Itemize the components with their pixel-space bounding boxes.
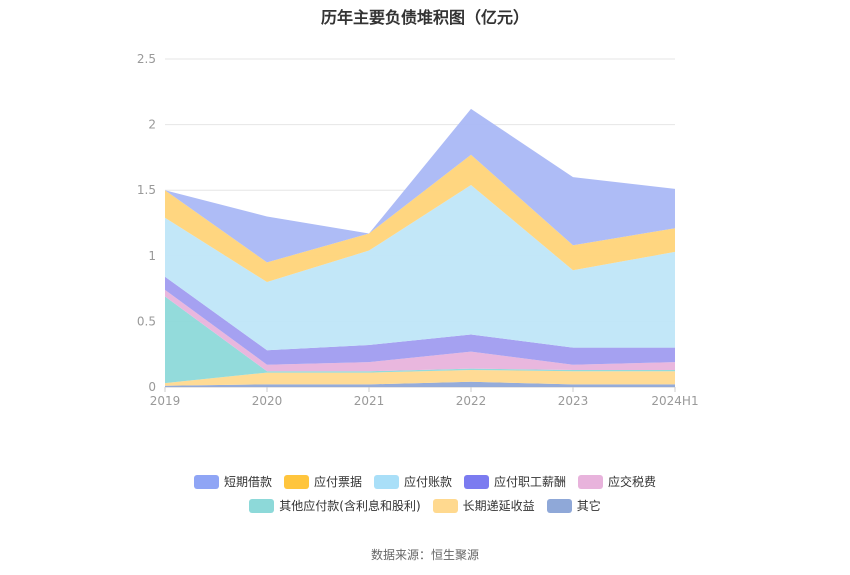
stacked-area-chart: 0 0.5 1 1.5 2 2.5 2019 2020 2021 2022 2023 2024H1 [137,52,699,408]
legend-swatch [432,498,458,513]
series-area[interactable] [165,381,675,387]
y-tick-label: 0.5 [137,314,156,328]
legend-label: 其他应付款(含利息和股利) [279,499,421,513]
legend-swatch [546,498,572,513]
x-tick-label: 2022 [456,394,487,408]
legend-item[interactable]: 应付票据 [283,473,362,490]
legend-item[interactable]: 长期递延收益 [432,497,535,514]
legend-item[interactable]: 应付账款 [373,473,452,490]
y-tick-label: 1 [148,249,156,263]
legend-label: 应付票据 [313,475,362,489]
legend-item[interactable]: 短期借款 [193,473,272,490]
data-source: 数据来源：恒生聚源 [370,548,479,562]
series-area[interactable] [165,296,675,384]
x-axis-ticks: 2019 2020 2021 2022 2023 2024H1 [150,387,699,408]
legend-row-1: 短期借款 应付票据 应付账款 应付职工薪酬 应交税费 [0,473,850,490]
legend-label: 短期借款 [223,475,272,489]
legend-swatch [193,474,219,489]
legend-item[interactable]: 应交税费 [578,473,656,490]
legend-label: 应付账款 [403,475,452,489]
x-tick-label: 2024H1 [651,394,698,408]
x-tick-label: 2019 [150,394,181,408]
legend-swatch [464,474,489,489]
series-area[interactable] [165,184,675,351]
series-areas [165,108,675,387]
y-axis-ticks: 0 0.5 1 1.5 2 2.5 [137,52,156,394]
legend-swatch [249,498,275,513]
legend-item[interactable]: 其他应付款(含利息和股利) [249,497,421,514]
y-tick-label: 2.5 [137,52,156,66]
legend-swatch [283,474,309,489]
legend-label: 应交税费 [608,475,657,489]
x-tick-label: 2021 [354,394,385,408]
legend-item[interactable]: 其它 [546,497,601,514]
y-tick-label: 1.5 [137,183,156,197]
y-tick-label: 0 [148,380,156,394]
legend-item[interactable]: 应付职工薪酬 [464,473,566,490]
series-area[interactable] [165,369,675,386]
x-tick-label: 2023 [558,394,589,408]
legend-row-2: 其他应付款(含利息和股利) 长期递延收益 其它 [0,497,850,514]
legend-label: 长期递延收益 [462,499,535,513]
y-tick-label: 2 [148,118,156,132]
x-tick-label: 2020 [252,394,283,408]
series-area[interactable] [165,276,675,365]
legend-swatch [578,474,604,489]
chart-title: 历年主要负债堆积图（亿元） [320,8,529,27]
legend-label: 应付职工薪酬 [494,475,567,489]
series-area[interactable] [165,108,675,263]
legend-swatch [373,474,399,489]
legend-label: 其它 [576,499,601,513]
